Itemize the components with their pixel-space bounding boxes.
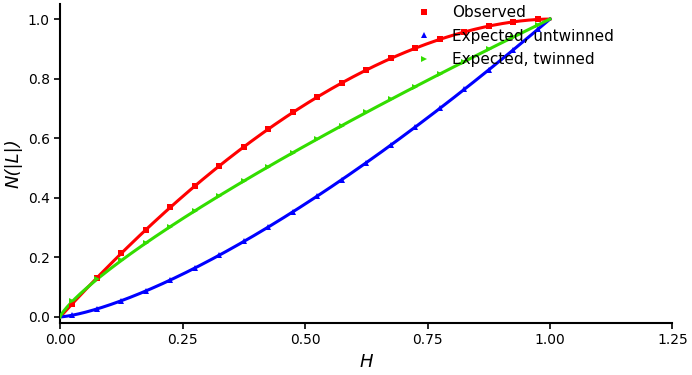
Observed (338, 81, 346, 85)
Expected, twinned (215, 194, 224, 198)
Y-axis label: N(|L|): N(|L|) (4, 139, 22, 188)
Expected, twinned (436, 72, 444, 76)
Expected, twinned (264, 165, 273, 169)
Expected, twinned (509, 35, 518, 39)
Observed (411, 46, 419, 51)
Expected, twinned (289, 150, 297, 155)
Expected, untwinned (362, 160, 370, 165)
Expected, twinned (338, 123, 346, 128)
Expected, twinned (166, 224, 174, 229)
Observed (264, 127, 273, 131)
Observed (387, 56, 395, 61)
Expected, twinned (484, 47, 493, 51)
Line: Observed: Observed (69, 16, 541, 307)
Observed (117, 251, 125, 255)
X-axis label: H: H (360, 353, 373, 371)
Observed (313, 95, 322, 99)
Line: Expected, untwinned: Expected, untwinned (69, 26, 541, 319)
Expected, untwinned (534, 27, 542, 32)
Expected, twinned (387, 97, 395, 102)
Observed (436, 37, 444, 42)
Expected, untwinned (460, 87, 468, 92)
Expected, twinned (239, 179, 248, 183)
Line: Expected, twinned: Expected, twinned (69, 21, 541, 305)
Expected, untwinned (436, 106, 444, 111)
Expected, twinned (534, 23, 542, 27)
Expected, untwinned (289, 210, 297, 214)
Expected, untwinned (117, 298, 125, 303)
Observed (142, 228, 150, 232)
Observed (166, 205, 174, 210)
Expected, twinned (191, 209, 199, 213)
Observed (215, 164, 224, 168)
Observed (69, 302, 77, 306)
Expected, twinned (362, 110, 370, 115)
Expected, twinned (69, 299, 77, 304)
Observed (362, 68, 370, 72)
Expected, untwinned (411, 125, 419, 129)
Observed (289, 110, 297, 115)
Expected, untwinned (69, 313, 77, 318)
Expected, untwinned (338, 177, 346, 182)
Observed (484, 24, 493, 28)
Observed (191, 184, 199, 188)
Observed (509, 20, 518, 24)
Expected, untwinned (313, 194, 322, 198)
Expected, untwinned (142, 289, 150, 293)
Expected, untwinned (484, 68, 493, 72)
Expected, untwinned (93, 307, 101, 311)
Expected, twinned (313, 137, 322, 141)
Expected, untwinned (387, 143, 395, 147)
Expected, twinned (411, 84, 419, 89)
Legend: Observed, Expected, untwinned, Expected, twinned: Observed, Expected, untwinned, Expected,… (405, 5, 614, 67)
Expected, twinned (460, 59, 468, 64)
Expected, untwinned (166, 278, 174, 282)
Expected, untwinned (239, 239, 248, 244)
Expected, untwinned (191, 266, 199, 270)
Observed (534, 17, 542, 22)
Observed (93, 276, 101, 280)
Expected, untwinned (264, 225, 273, 229)
Expected, twinned (117, 258, 125, 263)
Observed (460, 30, 468, 34)
Expected, untwinned (509, 48, 518, 52)
Expected, twinned (93, 277, 101, 282)
Expected, twinned (142, 241, 150, 245)
Expected, untwinned (215, 253, 224, 257)
Observed (239, 145, 248, 149)
